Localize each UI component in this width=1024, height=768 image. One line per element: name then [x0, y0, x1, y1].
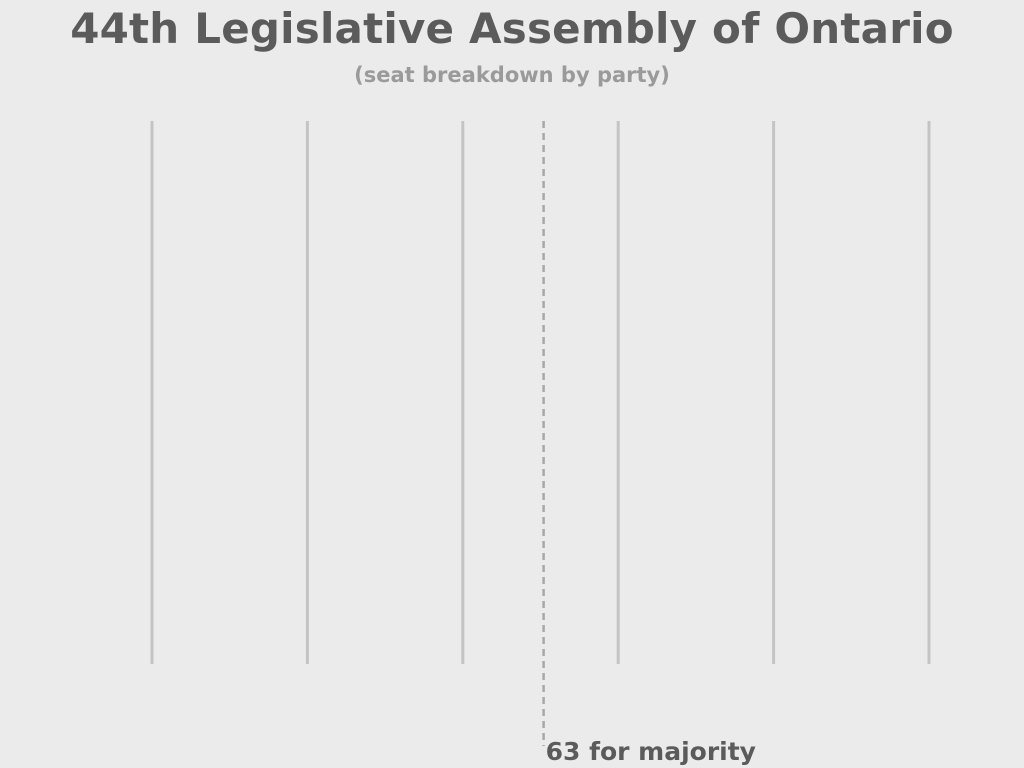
chart-subtitle: (seat breakdown by party)	[354, 63, 670, 87]
majority-reference: 63 for majority	[542, 121, 756, 766]
chart-title: 44th Legislative Assembly of Ontario	[70, 4, 954, 53]
majority-label: 63 for majority	[546, 737, 756, 766]
gridlines	[150, 121, 931, 664]
